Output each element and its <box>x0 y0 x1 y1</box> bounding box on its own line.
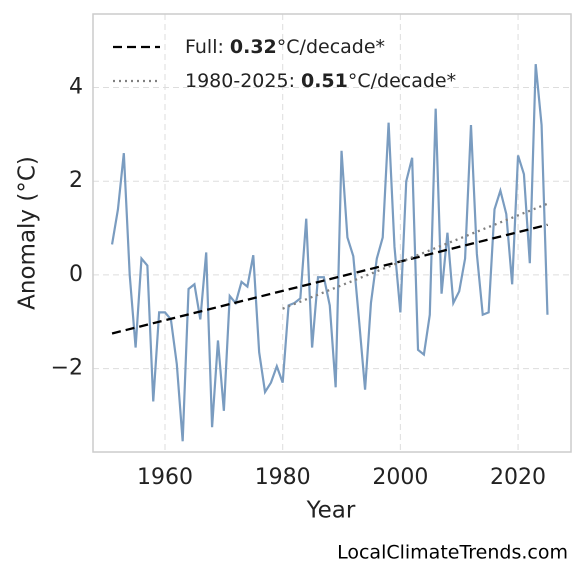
y-tick-label: 2 <box>69 168 83 193</box>
trend-line <box>111 223 548 335</box>
y-tick-label: 4 <box>69 75 83 100</box>
y-tick-label: 0 <box>69 262 83 287</box>
plot-frame <box>92 13 572 453</box>
watermark: LocalClimateTrends.com <box>337 542 568 564</box>
legend-rate: 0.51 <box>301 70 348 92</box>
x-axis-label: Year <box>306 498 356 524</box>
x-tick-label: 2000 <box>372 465 428 490</box>
legend-unit: °C/decade* <box>277 36 385 58</box>
y-axis-label: Anomaly (°C) <box>15 156 41 310</box>
legend-unit: °C/decade* <box>348 70 456 92</box>
legend-rate: 0.32 <box>230 36 277 58</box>
x-tick-label: 1980 <box>255 465 311 490</box>
y-tick-label: −2 <box>51 356 83 381</box>
x-tick-label: 2020 <box>490 465 546 490</box>
legend-name: Full: <box>185 36 224 58</box>
legend-label: Full: 0.32°C/decade* <box>185 36 385 58</box>
data-line <box>110 64 549 442</box>
legend-label: 1980-2025: 0.51°C/decade* <box>185 70 456 92</box>
x-tick-label: 1960 <box>137 465 193 490</box>
legend-name: 1980-2025: <box>185 70 295 92</box>
